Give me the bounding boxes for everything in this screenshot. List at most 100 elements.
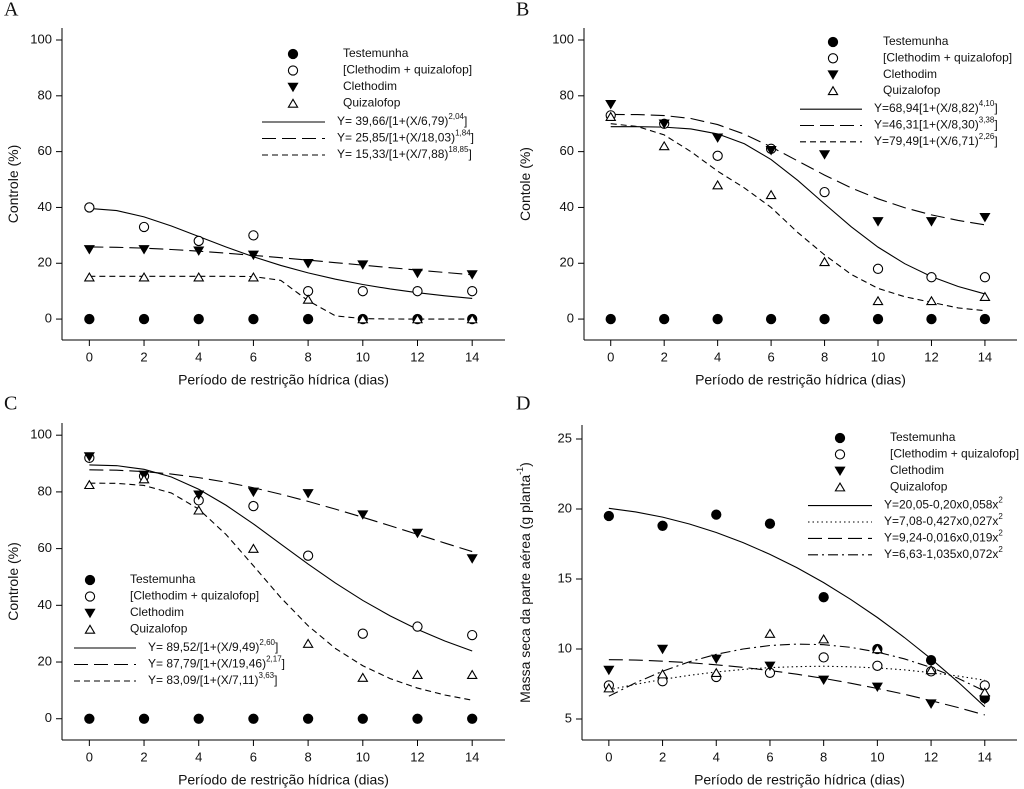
equation-exponent: 2 xyxy=(998,512,1003,521)
y-tick-label: 40 xyxy=(38,597,52,612)
y-axis-label-sup: -1 xyxy=(515,467,525,475)
legend-marker xyxy=(827,85,839,96)
fit-curve xyxy=(89,464,473,652)
y-axis-label: Controle (%) xyxy=(5,145,21,224)
marker xyxy=(83,245,95,255)
legend-marker xyxy=(834,432,846,444)
marker xyxy=(872,313,884,325)
equation-exponent: 3,63 xyxy=(259,671,275,680)
marker xyxy=(248,230,259,241)
marker xyxy=(818,652,829,663)
equation-text: Y= 25,85/[1+(X/18,03) xyxy=(337,131,455,145)
y-tick-label: 0 xyxy=(45,710,52,725)
marker xyxy=(247,271,259,282)
x-axis-label: Período de restrição hídrica (dias) xyxy=(694,772,905,788)
legend-label: Testemunha xyxy=(890,430,956,444)
marker xyxy=(656,644,669,655)
x-axis-label: Período de restrição hídrica (dias) xyxy=(695,372,906,388)
equation-exponent: 2 xyxy=(998,545,1003,554)
panel: D 5 10 15 20 25 0 2 4 6 8 10 12 14 Período de restriçã… xyxy=(515,393,1019,788)
legend-marker xyxy=(287,98,299,108)
legend-marker xyxy=(287,48,299,60)
equation-tail: ] xyxy=(994,118,997,132)
marker xyxy=(819,313,830,325)
marker xyxy=(872,263,884,274)
marker xyxy=(659,313,670,325)
marker xyxy=(84,713,95,724)
x-tick-label: 10 xyxy=(356,349,370,364)
legend-label: Quizalofop xyxy=(890,479,948,493)
marker xyxy=(193,246,205,256)
y-tick-label: 20 xyxy=(558,500,572,515)
legend-marker xyxy=(834,449,846,460)
marker xyxy=(412,621,423,632)
marker xyxy=(411,313,424,324)
marker xyxy=(764,518,776,529)
marker xyxy=(605,313,616,325)
y-axis-label: Massa seca da parte aérea (g planta-1) xyxy=(515,462,532,703)
equation-tail: ] xyxy=(282,657,285,671)
y-axis-label-text: Massa seca da parte aérea (g planta xyxy=(517,475,533,703)
x-tick-label: 12 xyxy=(410,749,424,764)
marker xyxy=(357,672,369,682)
marker xyxy=(925,295,938,306)
x-tick-label: 8 xyxy=(304,349,311,364)
marker xyxy=(871,682,883,693)
fit-curve xyxy=(610,123,985,312)
y-tick-label: 10 xyxy=(558,640,572,655)
x-tick-label: 14 xyxy=(978,349,992,364)
equation-tail: ] xyxy=(994,134,997,148)
y-tick-label: 100 xyxy=(30,31,52,46)
marker xyxy=(818,150,831,160)
equation-text: Y= 15,33/[1+(X/7,88) xyxy=(337,147,448,161)
x-tick-label: 10 xyxy=(871,349,885,364)
marker xyxy=(302,713,314,724)
panel-label: B xyxy=(516,0,529,21)
y-tick-label: 15 xyxy=(558,570,572,585)
x-tick-label: 14 xyxy=(978,749,992,764)
y-axis-label-text: Controle (%) xyxy=(5,542,21,621)
legend-marker xyxy=(287,82,299,93)
marker xyxy=(357,510,369,520)
marker xyxy=(302,259,314,269)
marker xyxy=(247,487,259,498)
y-tick-label: 5 xyxy=(565,710,572,725)
marker xyxy=(872,217,884,227)
x-tick-label: 6 xyxy=(250,349,257,364)
fit-curve xyxy=(610,126,986,295)
legend-equation: Y=7,08-0,427x0,027x2 xyxy=(884,512,1003,528)
equation-text: Y=9,24-0,016x0,019x xyxy=(884,531,998,545)
x-tick-label: 10 xyxy=(356,749,370,764)
equation-exponent: 1,84 xyxy=(455,129,471,138)
marker xyxy=(658,140,670,151)
marker xyxy=(357,313,369,324)
equation-tail: ] xyxy=(471,131,474,145)
legend-equation: Y=20,05-0,20x0,058x2 xyxy=(884,496,1003,512)
legend-label: Testemunha xyxy=(883,34,949,48)
legend-equation: Y= 83,09/[1+(X/7,11)3,63] xyxy=(148,671,277,687)
marker xyxy=(603,665,615,676)
y-tick-label: 0 xyxy=(45,311,52,326)
marker xyxy=(466,313,478,324)
equation-text: Y= 89,52/[1+(X/9,49) xyxy=(148,640,259,654)
marker xyxy=(657,520,668,531)
marker xyxy=(302,638,314,648)
marker xyxy=(302,550,314,561)
x-tick-label: 4 xyxy=(713,749,720,764)
y-axis-label-text: Contole (%) xyxy=(517,147,533,221)
marker xyxy=(871,643,883,654)
marker xyxy=(467,629,478,641)
equation-text: Y=79,49[1+(X/6,71) xyxy=(874,134,979,148)
marker xyxy=(764,628,776,638)
legend-label: Quizalofop xyxy=(883,83,941,97)
marker xyxy=(193,271,205,282)
marker xyxy=(138,245,150,255)
legend-marker xyxy=(84,591,96,602)
equation-text: Y=7,08-0,427x0,027x xyxy=(884,514,998,528)
fit-curve xyxy=(608,507,986,708)
legend-equation: Y= 39,66/[1+(X/6,79)2,04] xyxy=(337,112,467,128)
y-tick-label: 40 xyxy=(38,199,52,214)
equation-tail: ] xyxy=(468,147,471,161)
fit-curve xyxy=(610,113,986,226)
